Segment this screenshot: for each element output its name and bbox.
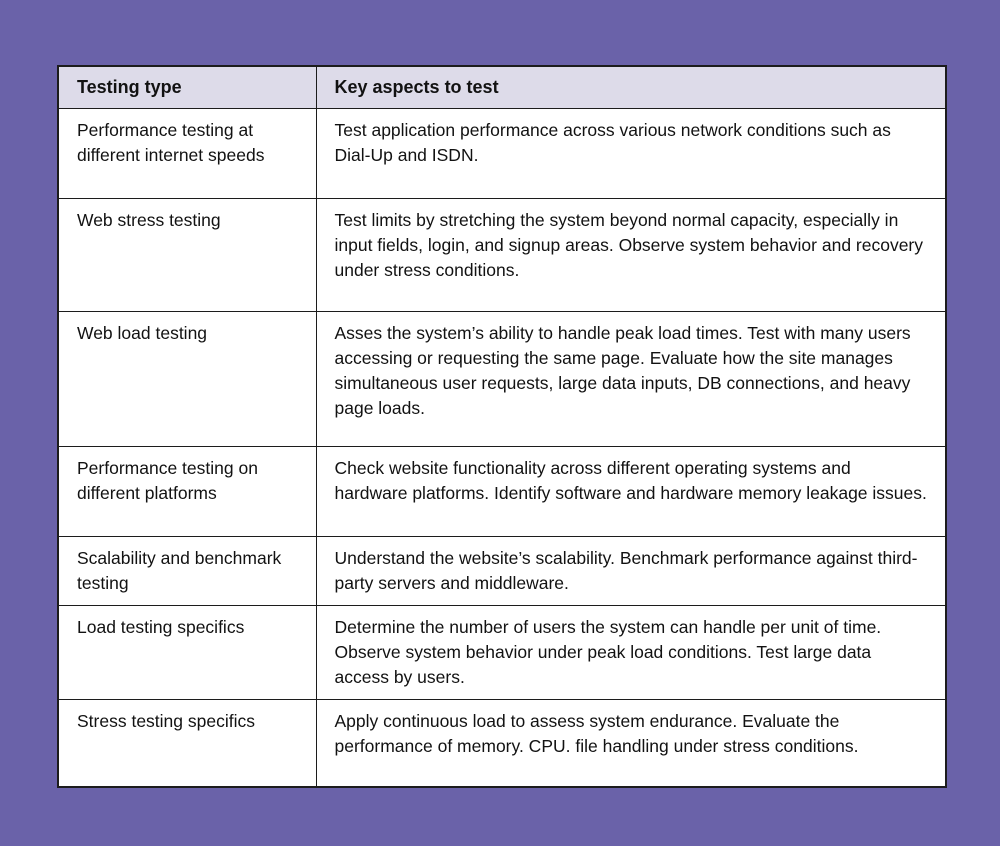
cell-key-aspects: Determine the number of users the system…	[315, 604, 947, 700]
testing-types-table: Testing type Key aspects to test Perform…	[57, 65, 947, 788]
table-row: Web load testing Asses the system’s abil…	[57, 310, 947, 447]
table-row: Web stress testing Test limits by stretc…	[57, 197, 947, 312]
cell-key-aspects: Test limits by stretching the system bey…	[315, 197, 947, 312]
cell-key-aspects: Test application performance across vari…	[315, 107, 947, 199]
cell-testing-type: Performance testing at different interne…	[57, 107, 317, 199]
table-row: Scalability and benchmark testing Unders…	[57, 535, 947, 606]
table-row: Performance testing on different platfor…	[57, 445, 947, 537]
table-row: Load testing specifics Determine the num…	[57, 604, 947, 700]
cell-testing-type: Web stress testing	[57, 197, 317, 312]
cell-key-aspects: Understand the website’s scalability. Be…	[315, 535, 947, 606]
cell-testing-type: Load testing specifics	[57, 604, 317, 700]
header-key-aspects: Key aspects to test	[315, 65, 947, 109]
testing-types-table-container: Testing type Key aspects to test Perform…	[57, 65, 947, 788]
header-testing-type: Testing type	[57, 65, 317, 109]
table-row: Stress testing specifics Apply continuou…	[57, 698, 947, 788]
table-row: Performance testing at different interne…	[57, 107, 947, 199]
cell-testing-type: Performance testing on different platfor…	[57, 445, 317, 537]
cell-key-aspects: Asses the system’s ability to handle pea…	[315, 310, 947, 447]
cell-testing-type: Stress testing specifics	[57, 698, 317, 788]
cell-testing-type: Web load testing	[57, 310, 317, 447]
table-header-row: Testing type Key aspects to test	[57, 65, 947, 109]
cell-key-aspects: Apply continuous load to assess system e…	[315, 698, 947, 788]
cell-key-aspects: Check website functionality across diffe…	[315, 445, 947, 537]
cell-testing-type: Scalability and benchmark testing	[57, 535, 317, 606]
